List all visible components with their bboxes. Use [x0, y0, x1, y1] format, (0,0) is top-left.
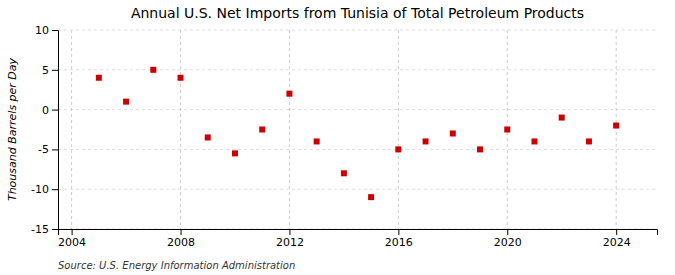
tick: -5: [38, 143, 58, 156]
point: [395, 146, 401, 152]
point: [205, 134, 211, 140]
grid-line-x: [616, 30, 617, 229]
tick: 2012: [276, 229, 304, 249]
grid-line-x: [180, 30, 181, 229]
grid-line-y: [58, 109, 657, 110]
grid-line-y: [58, 149, 657, 150]
tick-label: -5: [38, 143, 49, 156]
plot-area: 2004 2008 2012 2016 2020 2024 -15 -10 -5 0 5 10: [31, 24, 657, 249]
tick: 5: [42, 64, 58, 77]
tick: 2004: [58, 229, 86, 249]
tick-mark: [507, 229, 508, 235]
point: [613, 123, 619, 129]
tick-label: 2012: [276, 236, 304, 249]
tick-label: 2024: [603, 236, 631, 249]
point: [586, 138, 592, 144]
tick-mark: [616, 229, 617, 235]
point: [150, 67, 156, 73]
tick-label: 2016: [385, 236, 413, 249]
point: [178, 75, 184, 81]
point: [423, 138, 429, 144]
tick: 0: [42, 104, 58, 117]
tick: 10: [35, 24, 58, 37]
tick: -10: [31, 183, 58, 196]
point: [368, 194, 374, 200]
point: [286, 91, 292, 97]
grid-line-x: [71, 30, 72, 229]
tick-label: 2020: [494, 236, 522, 249]
point: [96, 75, 102, 81]
tick-mark: [52, 149, 58, 150]
tick: 2016: [385, 229, 413, 249]
tick: -15: [31, 223, 58, 236]
tick-mark: [52, 229, 58, 230]
grid: [58, 30, 657, 229]
grid-line-x: [289, 30, 290, 229]
y-axis: -15 -10 -5 0 5 10: [31, 24, 58, 236]
x-axis: 2004 2008 2012 2016 2020 2024: [58, 229, 657, 249]
points: [96, 67, 619, 200]
tick-label: 5: [42, 64, 49, 77]
tick-label: -15: [31, 223, 49, 236]
point: [450, 130, 456, 136]
grid-line-y: [58, 189, 657, 190]
tick-label: -10: [31, 183, 49, 196]
tick-mark: [289, 229, 290, 235]
grid-line-x: [398, 30, 399, 229]
tick: 2024: [603, 229, 631, 249]
tick-mark: [52, 110, 58, 111]
tick-mark: [181, 229, 182, 235]
axis-line: [59, 230, 658, 236]
point: [314, 138, 320, 144]
point: [259, 127, 265, 133]
source: Source: U.S. Energy Information Administ…: [58, 260, 295, 271]
grid-line-y: [58, 30, 657, 31]
chart: 2004 2008 2012 2016 2020 2024 -15 -10 -5 0 5 10 Annu…: [0, 0, 675, 275]
point: [559, 115, 565, 121]
tick: 2008: [167, 229, 195, 249]
title: Annual U.S. Net Imports from Tunisia of …: [131, 5, 584, 21]
tick-mark: [52, 30, 58, 31]
grid-line-y: [58, 69, 657, 70]
y-axis-title: Thousand Barrels per Day: [6, 57, 19, 201]
tick-label: 2004: [58, 236, 86, 249]
tick-mark: [52, 70, 58, 71]
axis-line: [52, 31, 59, 230]
tick-mark: [72, 229, 73, 235]
point: [232, 150, 238, 156]
tick-label: 2008: [167, 236, 195, 249]
tick: 2020: [494, 229, 522, 249]
tick-label: 10: [35, 24, 49, 37]
point: [531, 138, 537, 144]
tick-label: 0: [42, 104, 49, 117]
point: [341, 170, 347, 176]
point: [123, 99, 129, 105]
point: [504, 127, 510, 133]
point: [477, 146, 483, 152]
tick-mark: [398, 229, 399, 235]
tick-mark: [52, 189, 58, 190]
